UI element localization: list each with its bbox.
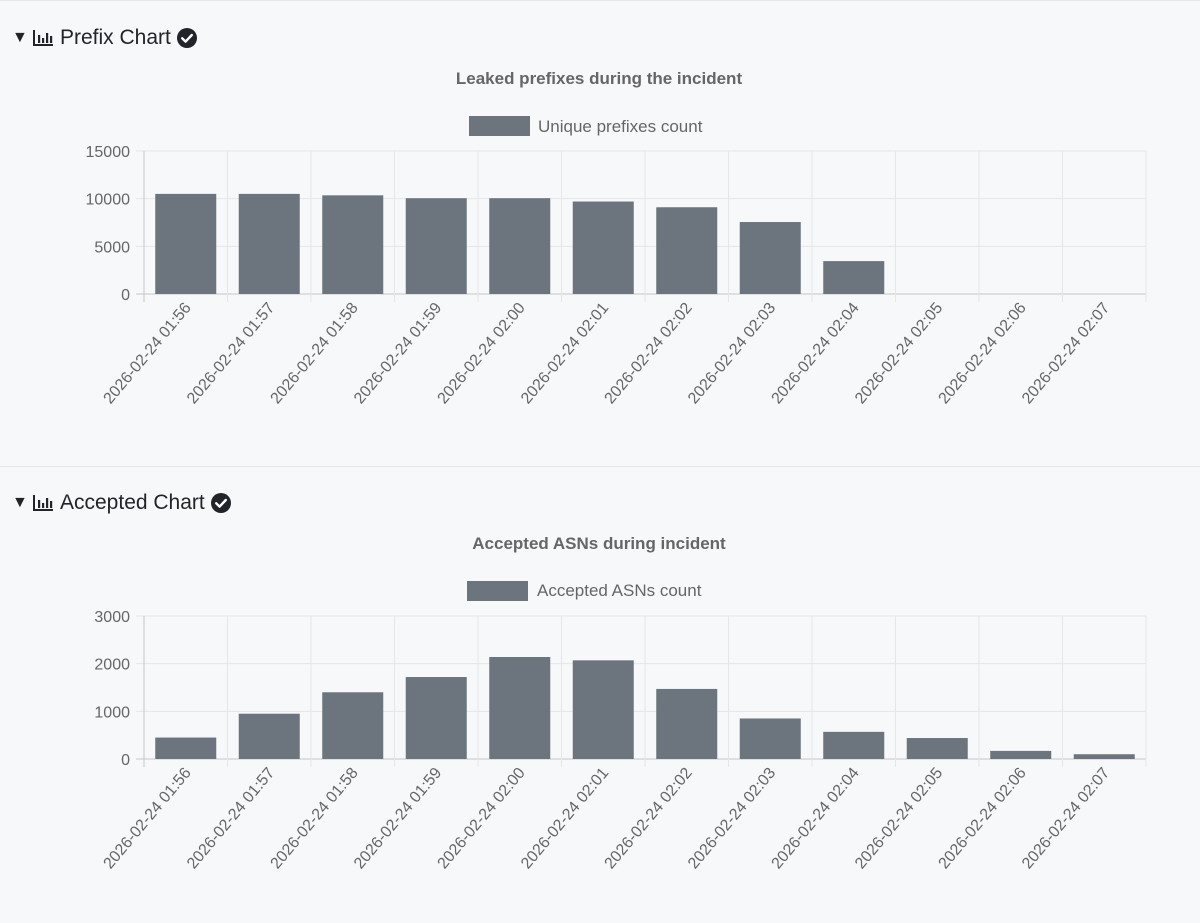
chart-title: Leaked prefixes during the incident [456,69,743,88]
x-tick-label: 2026-02-24 01:56 [101,300,195,408]
bar-chart-icon [33,30,53,46]
x-tick-label: 2026-02-24 02:01 [518,300,612,408]
accepted-bar-chart: Accepted ASNs during incident Accepted A… [94,534,1147,873]
x-tick-label: 2026-02-24 02:05 [852,765,946,873]
bar [489,198,551,294]
prefix-bar-chart: Leaked prefixes during the incident Uniq… [86,69,1147,408]
x-tick-label: 2026-02-24 02:02 [602,765,696,873]
bar [739,222,801,294]
x-tick-label: 2026-02-24 02:04 [769,300,863,408]
prefix-chart-toggle[interactable]: ▼ Prefix Chart [12,23,197,53]
x-tick-label: 2026-02-24 02:07 [1019,300,1113,408]
bar [656,688,718,759]
y-tick-label: 1000 [94,704,130,721]
x-tick-label: 2026-02-24 02:02 [602,300,696,408]
bar [155,193,217,294]
check-circle-icon [176,28,197,48]
expand-triangle-icon: ▼ [12,29,28,46]
bar [823,261,885,294]
x-tick-label: 2026-02-24 02:00 [435,765,529,873]
bar [322,195,384,294]
section-title: Prefix Chart [60,26,171,49]
check-circle-icon [210,493,231,513]
x-tick-label: 2026-02-24 01:59 [351,300,445,408]
bar [906,738,968,759]
expand-triangle-icon: ▼ [12,494,28,511]
chart-title: Accepted ASNs during incident [472,534,726,553]
x-tick-label: 2026-02-24 01:57 [184,765,278,873]
legend-swatch[interactable] [467,581,528,601]
bar [1073,754,1135,759]
x-tick-label: 2026-02-24 02:07 [1019,765,1113,873]
bar [238,193,300,294]
y-tick-label: 2000 [94,657,130,674]
y-tick-label: 0 [121,287,130,304]
bar [155,737,217,759]
bar [405,677,467,759]
legend-label[interactable]: Unique prefixes count [538,117,703,136]
section-divider [0,466,1200,467]
x-tick-label: 2026-02-24 02:01 [518,765,612,873]
section-title: Accepted Chart [60,491,205,514]
legend-swatch[interactable] [469,116,530,136]
x-tick-label: 2026-02-24 02:06 [936,300,1030,408]
bar [739,718,801,759]
bar [405,198,467,294]
y-tick-label: 5000 [94,239,130,256]
y-tick-label: 0 [121,752,130,769]
bar [990,750,1052,759]
bar [656,207,718,294]
x-tick-label: 2026-02-24 01:57 [184,300,278,408]
x-tick-label: 2026-02-24 01:59 [351,765,445,873]
y-tick-label: 10000 [86,192,131,209]
accepted-chart-toggle[interactable]: ▼ Accepted Chart [12,488,231,518]
bar-chart-icon [33,495,53,511]
x-tick-label: 2026-02-24 02:00 [435,300,529,408]
x-tick-label: 2026-02-24 01:58 [268,300,362,408]
x-tick-label: 2026-02-24 02:06 [936,765,1030,873]
bar [572,201,634,294]
top-divider [0,0,1200,1]
x-tick-label: 2026-02-24 01:58 [268,765,362,873]
x-tick-label: 2026-02-24 02:04 [769,765,863,873]
x-tick-label: 2026-02-24 02:05 [852,300,946,408]
y-tick-label: 3000 [94,609,130,626]
x-tick-label: 2026-02-24 01:56 [101,765,195,873]
x-tick-label: 2026-02-24 02:03 [685,300,779,408]
bar [823,731,885,759]
bar [238,713,300,759]
x-tick-label: 2026-02-24 02:03 [685,765,779,873]
legend-label[interactable]: Accepted ASNs count [537,581,702,600]
bar [489,656,551,759]
y-tick-label: 15000 [86,144,131,161]
bar [572,660,634,759]
bar [322,692,384,759]
